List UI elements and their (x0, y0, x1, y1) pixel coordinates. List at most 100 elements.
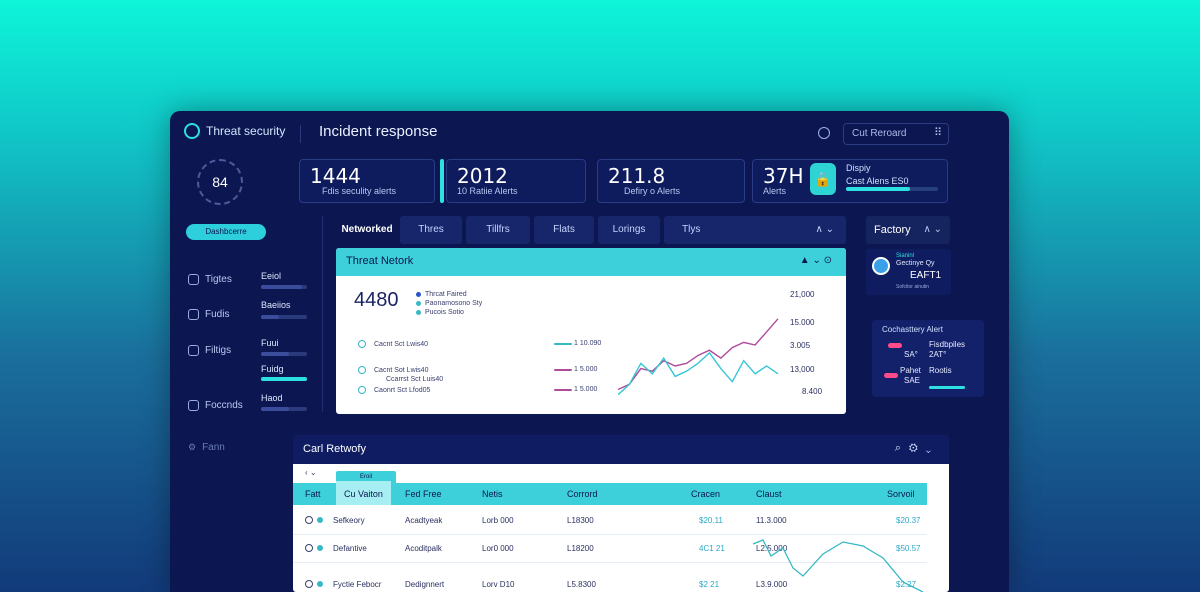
stat-card-defiry-alerts[interactable]: 211.8 Defiry o Alerts (597, 159, 745, 203)
cell: L3.9.000 (756, 580, 788, 589)
status-pill (888, 343, 902, 348)
tab-tillfrs[interactable]: Tillfrs (466, 216, 530, 244)
cell: L18300 (567, 516, 594, 525)
sidebar-slider[interactable] (261, 352, 307, 356)
column-header[interactable]: Corrord (567, 489, 598, 499)
tab-thres[interactable]: Thres (400, 216, 462, 244)
axis-label: 15.000 (790, 318, 815, 327)
search-input[interactable]: Cut Reroard ⠿ (843, 123, 949, 145)
cell: $2.27 (896, 580, 917, 589)
table-filter-chip[interactable]: Eroil (336, 471, 396, 483)
cell: L5.8300 (567, 580, 596, 589)
sidebar-slider[interactable] (261, 315, 307, 319)
stat-side-text: Dispiy Cast Alens ES0 (846, 163, 909, 186)
status-dot (317, 545, 323, 551)
sidebar-item-tigtes[interactable]: Tigtes (188, 274, 232, 285)
sidebar-value: Fuui (261, 338, 279, 348)
column-header[interactable]: Fed Free (405, 489, 442, 499)
sidebar-value: Haod (261, 393, 283, 403)
column-header[interactable]: Claust (756, 489, 782, 499)
threat-line-chart (618, 318, 779, 396)
column-header[interactable]: Fatt (305, 489, 321, 499)
row-indicator (554, 389, 572, 391)
axis-label: 13,000 (790, 365, 815, 374)
table-row[interactable]: Defantive Acoditpalk Lor0 000 L18200 4C1… (293, 535, 927, 563)
cell: $20.37 (896, 516, 921, 525)
status-dot (317, 581, 323, 587)
cell: Dedignnert (405, 580, 445, 589)
stat-card-alerts[interactable]: 37H Alerts (752, 159, 948, 203)
tab-bar: Networked Thres Tillfrs Flats Lorings Tl… (336, 216, 846, 244)
tab-flats[interactable]: Flats (534, 216, 594, 244)
factory-tab[interactable]: Factory ∧ ⌄ (866, 216, 950, 244)
sidebar-item-label: Fudis (205, 309, 230, 320)
dashboard-button[interactable]: Dashbcerre (186, 224, 266, 240)
list-item[interactable]: Cacnt Sct Lwis40 (358, 340, 428, 348)
stat-label: Defiry o Alerts (624, 186, 681, 196)
stat-card-security-alerts[interactable]: 1444 Fdis seculity alerts (299, 159, 435, 203)
notification-icon[interactable] (818, 127, 830, 139)
alert-left-value: SA° (904, 350, 918, 359)
panel-actions-icon[interactable]: ⌕⚙⌄ (894, 442, 939, 454)
row-select-icon[interactable] (305, 544, 313, 552)
cell: Acadtyeak (405, 516, 443, 525)
search-text: Cut Reroard (852, 128, 907, 139)
row-select-icon[interactable] (305, 580, 313, 588)
threat-network-header: Threat Netork ▲ ⌄ ⊙ (336, 248, 846, 276)
sidebar-slider[interactable] (261, 407, 307, 411)
cell: Acoditpalk (405, 544, 442, 553)
tab-tlys[interactable]: Tlys ∧ ⌄ (664, 216, 846, 244)
sidebar-item-label: Fann (202, 442, 225, 453)
table-row[interactable]: Fyctie Febocr Dedignnert Lorv D10 L5.830… (293, 571, 927, 592)
row-select-icon[interactable] (305, 516, 313, 524)
table-sparkline (753, 539, 923, 592)
sidebar-item-fudis[interactable]: Fudis (188, 309, 229, 320)
tab-lorings[interactable]: Lorings (598, 216, 660, 244)
cell: 11.3.000 (756, 516, 787, 525)
factory-card[interactable]: Sianinl Gectinye Qy EAFT1 Sofcitor ainut… (866, 249, 951, 295)
column-header-active[interactable]: Cu Vaiton (336, 481, 391, 505)
sidebar-item-foccnds[interactable]: Foccnds (188, 400, 243, 411)
alert-right-value: Rootis (929, 366, 952, 375)
axis-label: 8.400 (802, 387, 823, 396)
brand[interactable]: Threat security (184, 123, 285, 139)
tab-menu-icon[interactable]: ∧ ⌄ (815, 224, 834, 235)
brand-name: Threat security (206, 124, 286, 138)
sidebar-slider[interactable] (261, 285, 307, 289)
table-toolbar[interactable]: ‹ ⌄ (305, 468, 317, 477)
stat-progress-bar (846, 187, 938, 191)
cell: Lorv D10 (482, 580, 515, 589)
column-header[interactable]: Cracen (691, 489, 721, 499)
status-pill (884, 373, 898, 378)
cell: Defantive (333, 544, 367, 553)
panel-title: Carl Retwofy (303, 443, 366, 455)
shield-logo-icon (184, 123, 200, 139)
table-row[interactable]: Sefkeory Acadtyeak Lorb 000 L18300 $20.1… (293, 507, 927, 535)
sidebar-item-filtigs[interactable]: Filtigs (188, 345, 231, 356)
cell: Sefkeory (333, 516, 365, 525)
card-actions-icon[interactable]: ▲ ⌄ ⊙ (799, 255, 832, 266)
cell: Lor0 000 (482, 544, 514, 553)
tab-networked[interactable]: Networked (341, 224, 393, 235)
threat-network-total: 4480 (354, 289, 399, 311)
stat-accent-bar (440, 159, 444, 203)
app-header: Threat security Incident response Cut Re… (170, 111, 1009, 151)
legend-item: Paonamosono Sty (416, 300, 482, 307)
sidebar-item-fann[interactable]: ⚙ Fann (188, 442, 225, 453)
list-item[interactable]: Caonrt Sct Lfod05 (358, 386, 430, 394)
alert-left-top: Pahet (900, 366, 921, 375)
row-value: 1 5.000 (574, 386, 598, 393)
network-table: ‹ ⌄ Eroil Fatt Cu Vaiton Fed Free Netis … (293, 464, 949, 592)
chart-series-line-0 (618, 318, 779, 391)
stat-card-ratiie-alerts[interactable]: 2012 10 Ratiie Alerts (446, 159, 586, 203)
network-table-panel: Carl Retwofy ⌕⚙⌄ ‹ ⌄ Eroil Fatt Cu Vaito… (293, 435, 949, 592)
alert-card[interactable]: Cochasttery Alert SA° Fisdbpiles 2AT° Pa… (872, 320, 984, 397)
sidebar-slider[interactable] (261, 377, 307, 381)
row-value: 1 5.000 (574, 366, 598, 373)
stat-side-value: Cast Alens ES0 (846, 176, 909, 186)
column-header[interactable]: Sorvoil (887, 489, 915, 499)
list-item[interactable]: Cacnt Sot Lwis40 (358, 366, 428, 374)
column-header[interactable]: Netis (482, 489, 503, 499)
grid-icon[interactable]: ⠿ (933, 127, 942, 139)
threat-network-card: Threat Netork ▲ ⌄ ⊙ 4480 Thrcat Faired P… (336, 248, 846, 414)
